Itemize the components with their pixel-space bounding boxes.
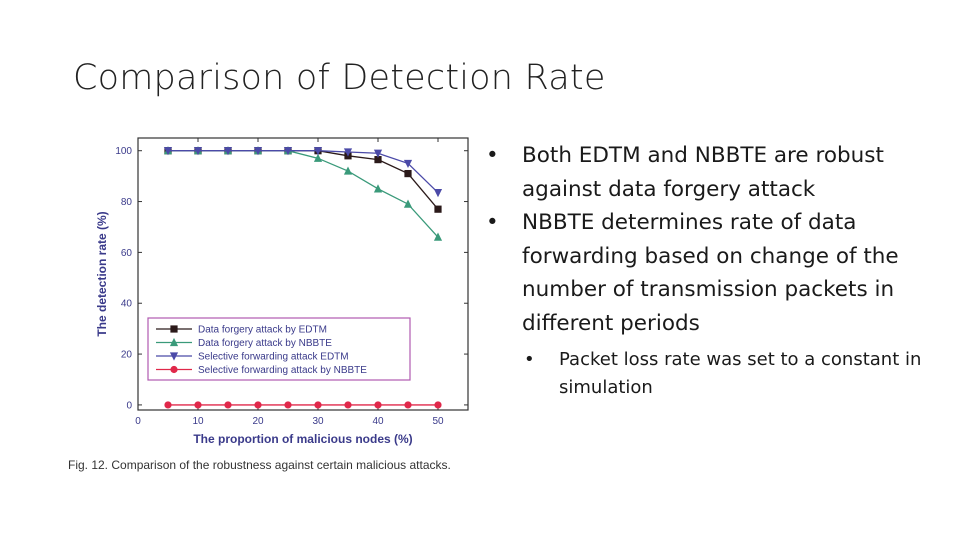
x-tick-label: 50 [432, 416, 444, 427]
figure-caption: Fig. 12. Comparison of the robustness ag… [68, 458, 451, 472]
data-point [343, 166, 353, 175]
detection-rate-chart: 0 10 20 30 40 50 0 20 40 60 80 100 The proportion of… [95, 137, 469, 446]
data-point [313, 153, 323, 162]
x-tick-label: 20 [252, 416, 264, 427]
data-point [253, 147, 263, 156]
series-line [168, 150, 439, 238]
data-point [404, 401, 412, 409]
y-tick-label: 100 [115, 146, 132, 157]
legend-label: Selective forwarding attack EDTM [198, 352, 349, 363]
bullet-dot-icon: • [486, 143, 499, 168]
y-tick-label: 0 [126, 400, 132, 411]
x-tick-label: 40 [372, 416, 384, 427]
y-tick-label: 20 [121, 350, 133, 361]
bullet-item: • Both EDTM and NBBTE are robust against… [484, 139, 954, 206]
x-tick-label: 10 [192, 416, 204, 427]
bullet-dot-icon: • [486, 210, 499, 235]
y-tick-label: 40 [121, 299, 133, 310]
legend-marker [170, 325, 178, 333]
data-point [314, 401, 322, 409]
data-point [163, 147, 173, 156]
slide-title: Comparison of Detection Rate [73, 58, 606, 98]
plot-frame [137, 137, 469, 411]
y-tick-label: 60 [121, 248, 133, 259]
data-point [374, 401, 382, 409]
data-point [343, 148, 353, 157]
bullet-text: Both EDTM and NBBTE are robust against d… [522, 143, 884, 202]
legend-marker [170, 365, 178, 374]
legend-label: Data forgery attack by EDTM [198, 325, 327, 336]
bullet-dot-icon: • [524, 349, 535, 370]
sub-bullet-text: Packet loss rate was set to a constant i… [559, 349, 922, 398]
y-tick-label: 80 [121, 197, 133, 208]
x-axis-label: The proportion of malicious nodes (%) [193, 432, 412, 446]
legend-label: Selective forwarding attack by NBBTE [198, 365, 367, 376]
data-point [373, 149, 383, 158]
data-point [164, 401, 172, 409]
data-point [223, 147, 233, 156]
data-point [434, 205, 442, 213]
bullet-text: NBBTE determines rate of data forwarding… [522, 210, 899, 336]
bullet-item: • NBBTE determines rate of data forwardi… [484, 206, 954, 340]
bullet-list: • Both EDTM and NBBTE are robust against… [484, 139, 954, 402]
data-point [434, 401, 442, 409]
data-point [313, 147, 323, 156]
data-point [254, 401, 262, 409]
data-point [284, 401, 292, 409]
legend-marker [169, 352, 179, 361]
chart-figure: 0 10 20 30 40 50 0 20 40 60 80 100 The proportion of… [60, 128, 500, 478]
data-point [374, 156, 382, 164]
legend-label: Data forgery attack by NBBTE [198, 338, 332, 349]
data-point [373, 184, 383, 193]
x-tick-label: 30 [312, 416, 324, 427]
data-point [193, 147, 203, 156]
data-point [433, 189, 443, 198]
data-point [224, 401, 232, 409]
series-line [168, 150, 439, 194]
legend-marker [169, 337, 179, 347]
x-tick-label: 0 [135, 416, 141, 427]
data-point [194, 401, 202, 409]
y-axis-label: The detection rate (%) [95, 211, 109, 336]
data-point [403, 159, 413, 169]
sub-bullet-item: • Packet loss rate was set to a constant… [484, 346, 954, 402]
data-point [404, 169, 412, 178]
data-point [344, 401, 352, 409]
data-point [433, 232, 443, 241]
data-point [403, 199, 413, 208]
data-point [283, 147, 293, 156]
